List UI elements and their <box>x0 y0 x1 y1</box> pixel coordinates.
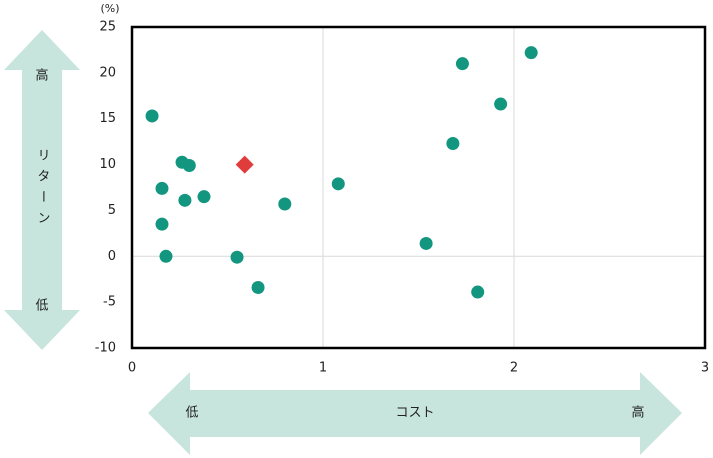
y-tick-label: 5 <box>108 203 116 218</box>
y-unit: (%) <box>100 2 119 15</box>
y-arrow-low: 低 <box>35 299 48 314</box>
point <box>182 158 196 172</box>
y-arrow <box>4 30 80 350</box>
x-arrow-high: 高 <box>631 405 644 421</box>
y-arrow-high: 高 <box>35 68 48 84</box>
y-tick-label: 0 <box>108 249 116 264</box>
point <box>524 46 538 60</box>
x-tick-label: 1 <box>319 361 327 376</box>
y-tick-label: -10 <box>95 341 116 356</box>
point <box>471 285 485 299</box>
point <box>419 236 433 250</box>
y-tick-label: 10 <box>99 157 116 172</box>
point <box>178 193 192 207</box>
x-arrow <box>148 372 682 455</box>
x-tick-label: 0 <box>128 361 136 376</box>
point <box>278 197 292 211</box>
point <box>235 155 254 174</box>
y-arrow-label: リターン <box>35 148 50 232</box>
x-arrow-low: 低 <box>185 406 198 421</box>
point <box>331 177 345 191</box>
y-tick-label: 15 <box>99 111 116 126</box>
point <box>145 109 159 123</box>
point <box>494 97 508 111</box>
plot-frame <box>130 25 707 350</box>
point <box>446 136 460 150</box>
x-arrow-label: コスト <box>395 406 434 421</box>
point <box>455 57 469 71</box>
x-tick-label: 2 <box>510 361 518 376</box>
point <box>159 249 173 263</box>
x-tick-label: 3 <box>701 361 709 376</box>
point <box>155 217 169 231</box>
y-tick-label: 20 <box>99 65 116 80</box>
point <box>155 181 169 195</box>
point <box>251 280 265 294</box>
point <box>197 190 211 204</box>
point <box>230 250 244 264</box>
y-tick-label: 25 <box>99 20 116 35</box>
y-tick-label: -5 <box>103 295 116 310</box>
